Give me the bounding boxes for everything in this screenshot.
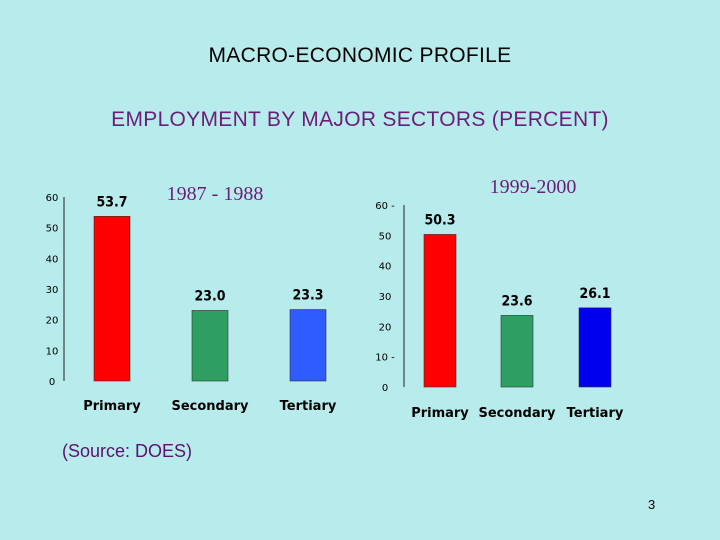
- category-label: Secondary: [171, 399, 249, 414]
- source-note: (Source: DOES): [62, 441, 193, 461]
- y-tick-label: 10 -: [375, 353, 395, 364]
- category-label: Primary: [83, 399, 141, 414]
- bar-primary: [93, 216, 131, 382]
- bar-tertiary: [289, 309, 327, 382]
- y-tick-label: 50: [379, 231, 392, 242]
- chart-1987-1988: 0 10 20 30 40 50 60 1987 - 1988 53.7 Primary 23.0 S…: [46, 183, 337, 414]
- category-label: Tertiary: [280, 399, 337, 414]
- category-label: Primary: [411, 406, 469, 421]
- bar-secondary: [500, 315, 534, 388]
- page-number: 3: [648, 497, 656, 512]
- y-tick-label: 60 -: [375, 201, 395, 212]
- bar-secondary: [191, 310, 229, 382]
- data-label: 50.3: [424, 212, 455, 228]
- y-tick-label: 20: [46, 316, 59, 327]
- y-tick-label: 20: [379, 322, 392, 333]
- data-label: 26.1: [579, 286, 610, 302]
- bar-primary: [423, 234, 457, 388]
- chart-title: 1987 - 1988: [167, 183, 264, 205]
- slide-heading: MACRO-ECONOMIC PROFILE: [208, 44, 512, 67]
- bar-tertiary: [578, 307, 612, 388]
- chart-title: 1999-2000: [490, 176, 577, 198]
- category-label: Tertiary: [567, 406, 624, 421]
- data-label: 23.0: [194, 288, 225, 304]
- y-tick-label: 0: [49, 377, 55, 388]
- y-tick-label: 30: [379, 292, 392, 303]
- data-label: 23.3: [292, 288, 323, 304]
- y-tick-label: 10: [46, 346, 59, 357]
- chart-1999-2000: 0 10 - 20 30 40 50 60 - 1999-2000 50.3 Primary 23.…: [375, 176, 624, 421]
- y-tick-label: 40: [46, 254, 59, 265]
- y-tick-label: 0: [382, 383, 388, 394]
- data-label: 23.6: [501, 293, 532, 309]
- data-label: 53.7: [96, 194, 127, 210]
- y-tick-label: 60: [46, 193, 59, 204]
- category-label: Secondary: [478, 406, 556, 421]
- y-tick-label: 40: [379, 262, 392, 273]
- slide-subheading: EMPLOYMENT BY MAJOR SECTORS (PERCENT): [111, 108, 609, 131]
- y-tick-label: 30: [46, 285, 59, 296]
- y-tick-label: 50: [46, 224, 59, 235]
